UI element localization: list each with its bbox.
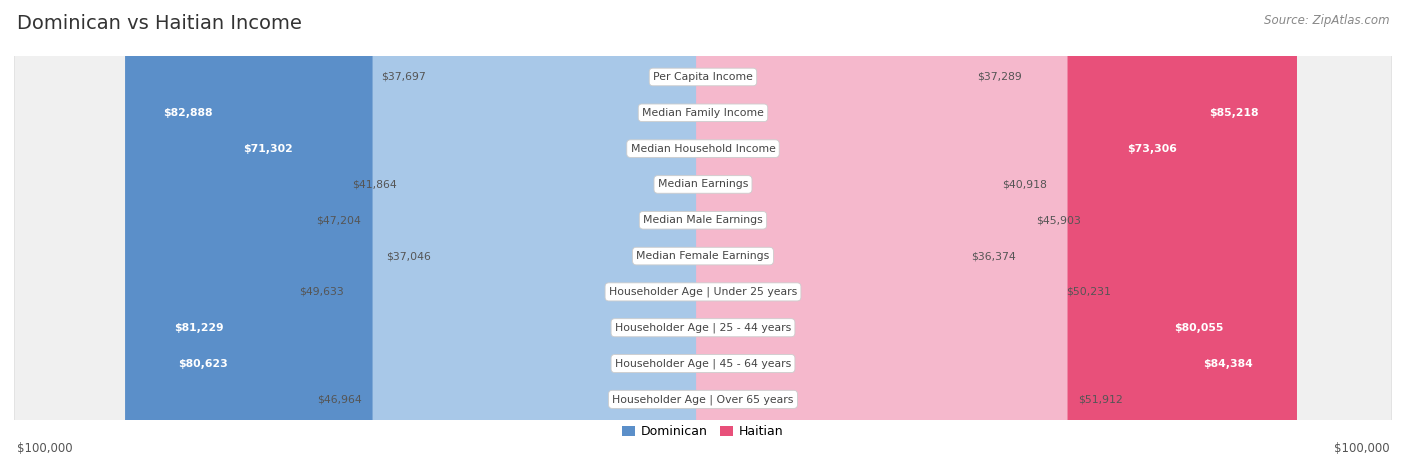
FancyBboxPatch shape — [14, 0, 1392, 467]
Text: $85,218: $85,218 — [1209, 108, 1260, 118]
Text: $80,055: $80,055 — [1174, 323, 1223, 333]
Text: $40,918: $40,918 — [1002, 179, 1047, 190]
FancyBboxPatch shape — [696, 0, 991, 467]
FancyBboxPatch shape — [696, 0, 1056, 467]
FancyBboxPatch shape — [354, 0, 710, 467]
Text: $37,697: $37,697 — [381, 72, 426, 82]
FancyBboxPatch shape — [14, 0, 1392, 467]
Text: $49,633: $49,633 — [299, 287, 344, 297]
Text: $84,384: $84,384 — [1204, 359, 1253, 368]
Text: $82,888: $82,888 — [163, 108, 212, 118]
Text: Median Female Earnings: Median Female Earnings — [637, 251, 769, 261]
FancyBboxPatch shape — [14, 0, 1392, 467]
Text: $73,306: $73,306 — [1128, 144, 1177, 154]
FancyBboxPatch shape — [14, 0, 1392, 467]
Text: $100,000: $100,000 — [17, 442, 73, 455]
FancyBboxPatch shape — [436, 0, 710, 467]
Text: $37,046: $37,046 — [385, 251, 430, 261]
FancyBboxPatch shape — [696, 0, 1067, 467]
Text: Householder Age | Over 65 years: Householder Age | Over 65 years — [612, 394, 794, 404]
FancyBboxPatch shape — [14, 0, 1392, 467]
FancyBboxPatch shape — [441, 0, 710, 467]
FancyBboxPatch shape — [696, 0, 960, 467]
Text: $50,231: $50,231 — [1066, 287, 1111, 297]
Text: $37,289: $37,289 — [977, 72, 1022, 82]
FancyBboxPatch shape — [696, 0, 1026, 467]
Text: Dominican vs Haitian Income: Dominican vs Haitian Income — [17, 14, 302, 33]
FancyBboxPatch shape — [14, 0, 1392, 467]
FancyBboxPatch shape — [696, 0, 1215, 467]
FancyBboxPatch shape — [125, 0, 710, 467]
Text: $51,912: $51,912 — [1078, 394, 1122, 404]
FancyBboxPatch shape — [696, 0, 1291, 467]
Text: Median Earnings: Median Earnings — [658, 179, 748, 190]
Text: $80,623: $80,623 — [179, 359, 228, 368]
Text: $71,302: $71,302 — [243, 144, 292, 154]
FancyBboxPatch shape — [373, 0, 710, 467]
Text: Householder Age | Under 25 years: Householder Age | Under 25 years — [609, 287, 797, 297]
FancyBboxPatch shape — [136, 0, 710, 467]
Text: Householder Age | 25 - 44 years: Householder Age | 25 - 44 years — [614, 323, 792, 333]
FancyBboxPatch shape — [696, 0, 967, 467]
Text: Median Male Earnings: Median Male Earnings — [643, 215, 763, 225]
Text: Median Household Income: Median Household Income — [630, 144, 776, 154]
FancyBboxPatch shape — [408, 0, 710, 467]
FancyBboxPatch shape — [14, 0, 1392, 467]
FancyBboxPatch shape — [141, 0, 710, 467]
Legend: Dominican, Haitian: Dominican, Haitian — [617, 420, 789, 443]
FancyBboxPatch shape — [14, 0, 1392, 467]
Text: Source: ZipAtlas.com: Source: ZipAtlas.com — [1264, 14, 1389, 27]
Text: $45,903: $45,903 — [1036, 215, 1081, 225]
Text: $41,864: $41,864 — [353, 179, 398, 190]
FancyBboxPatch shape — [14, 0, 1392, 467]
Text: Householder Age | 45 - 64 years: Householder Age | 45 - 64 years — [614, 358, 792, 369]
FancyBboxPatch shape — [205, 0, 710, 467]
Text: $46,964: $46,964 — [318, 394, 363, 404]
FancyBboxPatch shape — [14, 0, 1392, 467]
Text: Per Capita Income: Per Capita Income — [652, 72, 754, 82]
Text: $47,204: $47,204 — [316, 215, 360, 225]
FancyBboxPatch shape — [696, 0, 1296, 467]
FancyBboxPatch shape — [696, 0, 1261, 467]
Text: $100,000: $100,000 — [1333, 442, 1389, 455]
Text: $36,374: $36,374 — [970, 251, 1015, 261]
Text: Median Family Income: Median Family Income — [643, 108, 763, 118]
FancyBboxPatch shape — [371, 0, 710, 467]
Text: $81,229: $81,229 — [174, 323, 224, 333]
